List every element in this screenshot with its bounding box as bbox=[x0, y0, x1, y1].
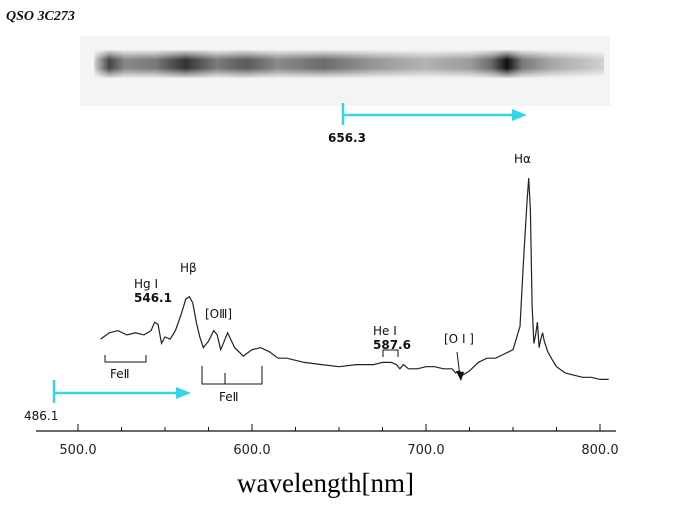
annotation-hei-wavelength: 587.6 bbox=[373, 338, 411, 352]
annotation-halpha: Hα bbox=[514, 152, 531, 166]
x-axis-tick-labels: 500.0 600.0 700.0 800.0 bbox=[59, 443, 618, 458]
annotation-oi: [O I ] bbox=[444, 332, 474, 346]
annotation-hbeta: Hβ bbox=[180, 261, 197, 275]
x-tick-label: 600.0 bbox=[233, 443, 270, 458]
spectrum-strip-image bbox=[80, 36, 610, 106]
line-brackets bbox=[104, 349, 464, 385]
marker-486-label: 486.1 bbox=[24, 409, 58, 423]
annotation-oiii: [OⅢ] bbox=[205, 307, 232, 321]
x-tick-label: 500.0 bbox=[59, 443, 96, 458]
x-axis-label: wavelength[nm] bbox=[237, 468, 414, 498]
series-line bbox=[100, 177, 609, 380]
feii-bracket-right bbox=[201, 366, 263, 385]
chart-title: QSO 3C273 bbox=[6, 9, 75, 24]
annotation-feii-left: FeⅡ bbox=[110, 367, 130, 381]
oi-arrow-head bbox=[456, 371, 464, 381]
annotation-feii-right: FeⅡ bbox=[219, 390, 239, 404]
hei-bracket bbox=[382, 349, 399, 357]
annotation-hei: He I bbox=[373, 324, 397, 338]
marker-656-label: 656.3 bbox=[328, 131, 366, 145]
x-axis-ticks bbox=[77, 424, 601, 431]
annotation-hgi: Hg I bbox=[134, 277, 158, 291]
x-tick-label: 800.0 bbox=[581, 443, 618, 458]
annotation-hgi-wavelength: 546.1 bbox=[134, 291, 172, 305]
arrow-486 bbox=[52, 380, 191, 403]
arrow-656 bbox=[341, 103, 527, 125]
x-tick-label: 700.0 bbox=[407, 443, 444, 458]
feii-bracket-left bbox=[104, 355, 147, 363]
